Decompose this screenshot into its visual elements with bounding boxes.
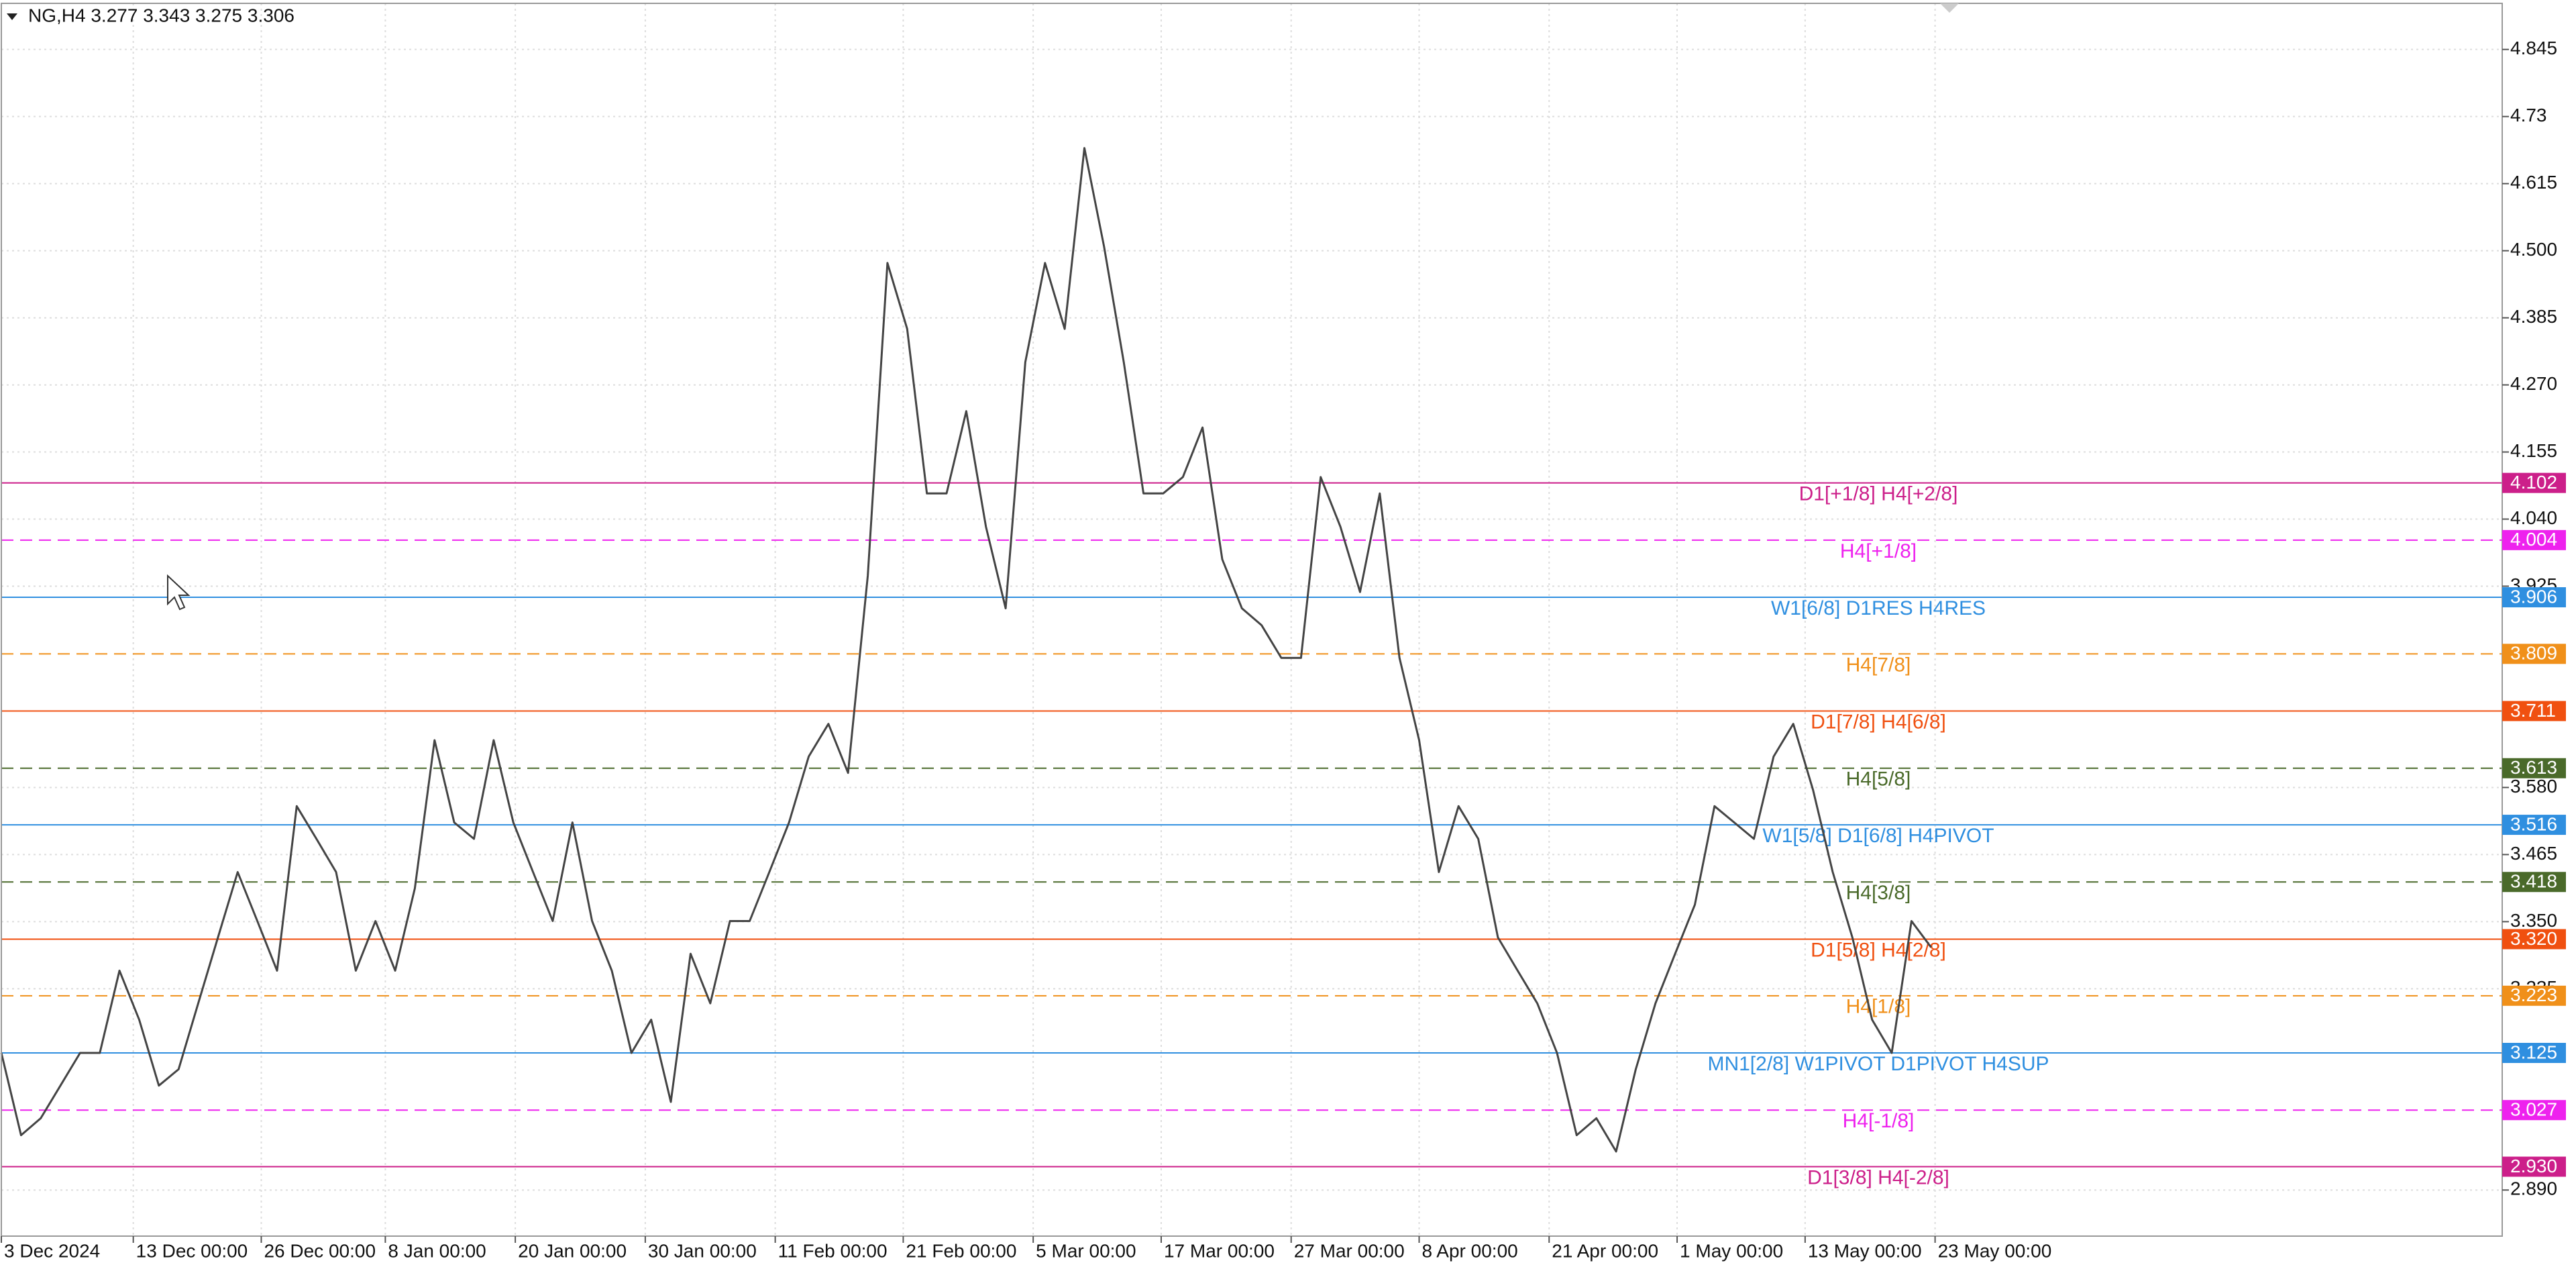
plot — [0, 147, 1932, 1153]
x-tick-label: 11 Feb 00:00 — [778, 1240, 888, 1261]
price-tag-label: 3.613 — [2510, 757, 2557, 778]
y-tick-label: 4.845 — [2510, 38, 2557, 58]
x-tick-label: 26 Dec 00:00 — [264, 1240, 376, 1261]
price-line — [0, 147, 1932, 1153]
menu-arrow[interactable] — [7, 13, 17, 20]
y-tick-label: 2.890 — [2510, 1178, 2557, 1199]
price-tag-label: 2.930 — [2510, 1156, 2557, 1176]
level-label: H4[1/8] — [1846, 996, 1911, 1018]
price-tag — [2502, 985, 2566, 1006]
y-tick-label: 4.270 — [2510, 373, 2557, 394]
shift-marker — [1940, 3, 1959, 13]
price-tag — [2502, 929, 2566, 950]
price-tag-label: 3.809 — [2510, 643, 2557, 664]
price-tag — [2502, 1100, 2566, 1121]
price-tag-label: 3.027 — [2510, 1099, 2557, 1120]
level-label: MN1[2/8] W1PIVOT D1PIVOT H4SUP — [1707, 1053, 2049, 1075]
level-label: H4[+1/8] — [1840, 540, 1917, 562]
y-tick-label: 4.155 — [2510, 440, 2557, 461]
price-tag-label: 3.906 — [2510, 586, 2557, 607]
price-tag — [2502, 701, 2566, 721]
x-tick-label: 13 Dec 00:00 — [136, 1240, 248, 1261]
x-tick-label: 17 Mar 00:00 — [1164, 1240, 1275, 1261]
y-tick-label: 4.615 — [2510, 172, 2557, 193]
price-tag-label: 3.320 — [2510, 928, 2557, 949]
price-tag-label: 3.418 — [2510, 871, 2557, 892]
price-tag — [2502, 815, 2566, 835]
price-tag — [2502, 644, 2566, 664]
price-tag — [2502, 1043, 2566, 1064]
level-label: W1[5/8] D1[6/8] H4PIVOT — [1762, 825, 1994, 847]
level-label: D1[7/8] H4[6/8] — [1811, 711, 1946, 733]
level-label: H4[-1/8] — [1843, 1110, 1915, 1132]
y-tick-label: 3.350 — [2510, 910, 2557, 931]
level-label: H4[5/8] — [1846, 768, 1911, 791]
axes: 4.845 4.73 4.615 4.500 4.385 4.270 4.155 4.040 3… — [1, 38, 2566, 1261]
level-label: D1[+1/8] H4[+2/8] — [1799, 483, 1958, 505]
x-tick-label: 1 May 00:00 — [1680, 1240, 1783, 1261]
price-tag — [2502, 758, 2566, 778]
x-tick-label: 30 Jan 00:00 — [648, 1240, 757, 1261]
price-tag-label: 3.223 — [2510, 984, 2557, 1005]
level-label: D1[5/8] H4[2/8] — [1811, 939, 1946, 961]
y-tick-label: 4.500 — [2510, 239, 2557, 260]
x-tick-label: 21 Apr 00:00 — [1552, 1240, 1658, 1261]
y-tick-label: 4.385 — [2510, 306, 2557, 327]
y-tick-label: 3.465 — [2510, 843, 2557, 864]
price-tag-label: 3.711 — [2510, 700, 2556, 721]
level-label: H4[3/8] — [1846, 882, 1911, 904]
price-tag-label: 3.516 — [2510, 813, 2557, 834]
y-tick-label: 4.040 — [2510, 507, 2557, 528]
x-tick-label: 5 Mar 00:00 — [1036, 1240, 1136, 1261]
x-tick-label: 21 Feb 00:00 — [906, 1240, 1016, 1261]
plot-border — [1, 3, 2503, 1237]
y-tick-label: 4.73 — [2510, 105, 2547, 125]
chart-title: NG,H4 3.277 3.343 3.275 3.306 — [28, 5, 294, 26]
levels: D1[+1/8] H4[+2/8] H4[+1/8] W1[6/8] D1RES H… — [1, 482, 2502, 1188]
price-tag — [2502, 872, 2566, 893]
price-tag-label: 3.125 — [2510, 1042, 2557, 1062]
price-tag — [2502, 1156, 2566, 1177]
price-tag — [2502, 529, 2566, 550]
price-tag — [2502, 587, 2566, 608]
x-tick-label: 3 Dec 2024 — [4, 1240, 100, 1261]
level-label: W1[6/8] D1RES H4RES — [1771, 597, 1986, 619]
x-tick-label: 13 May 00:00 — [1808, 1240, 1922, 1261]
level-label: H4[7/8] — [1846, 654, 1911, 676]
x-tick-label: 8 Jan 00:00 — [388, 1240, 486, 1261]
x-tick-label: 8 Apr 00:00 — [1422, 1240, 1518, 1261]
y-tick-label: 3.580 — [2510, 776, 2557, 797]
mouse-cursor — [167, 574, 191, 611]
price-tag-label: 4.102 — [2510, 472, 2557, 493]
x-tick-label: 20 Jan 00:00 — [518, 1240, 627, 1261]
x-tick-label: 27 Mar 00:00 — [1294, 1240, 1405, 1261]
grid — [1, 3, 2502, 1236]
x-tick-label: 23 May 00:00 — [1938, 1240, 2052, 1261]
price-tag-label: 4.004 — [2510, 529, 2557, 550]
price-tag — [2502, 472, 2566, 493]
level-label: D1[3/8] H4[-2/8] — [1807, 1166, 1949, 1188]
